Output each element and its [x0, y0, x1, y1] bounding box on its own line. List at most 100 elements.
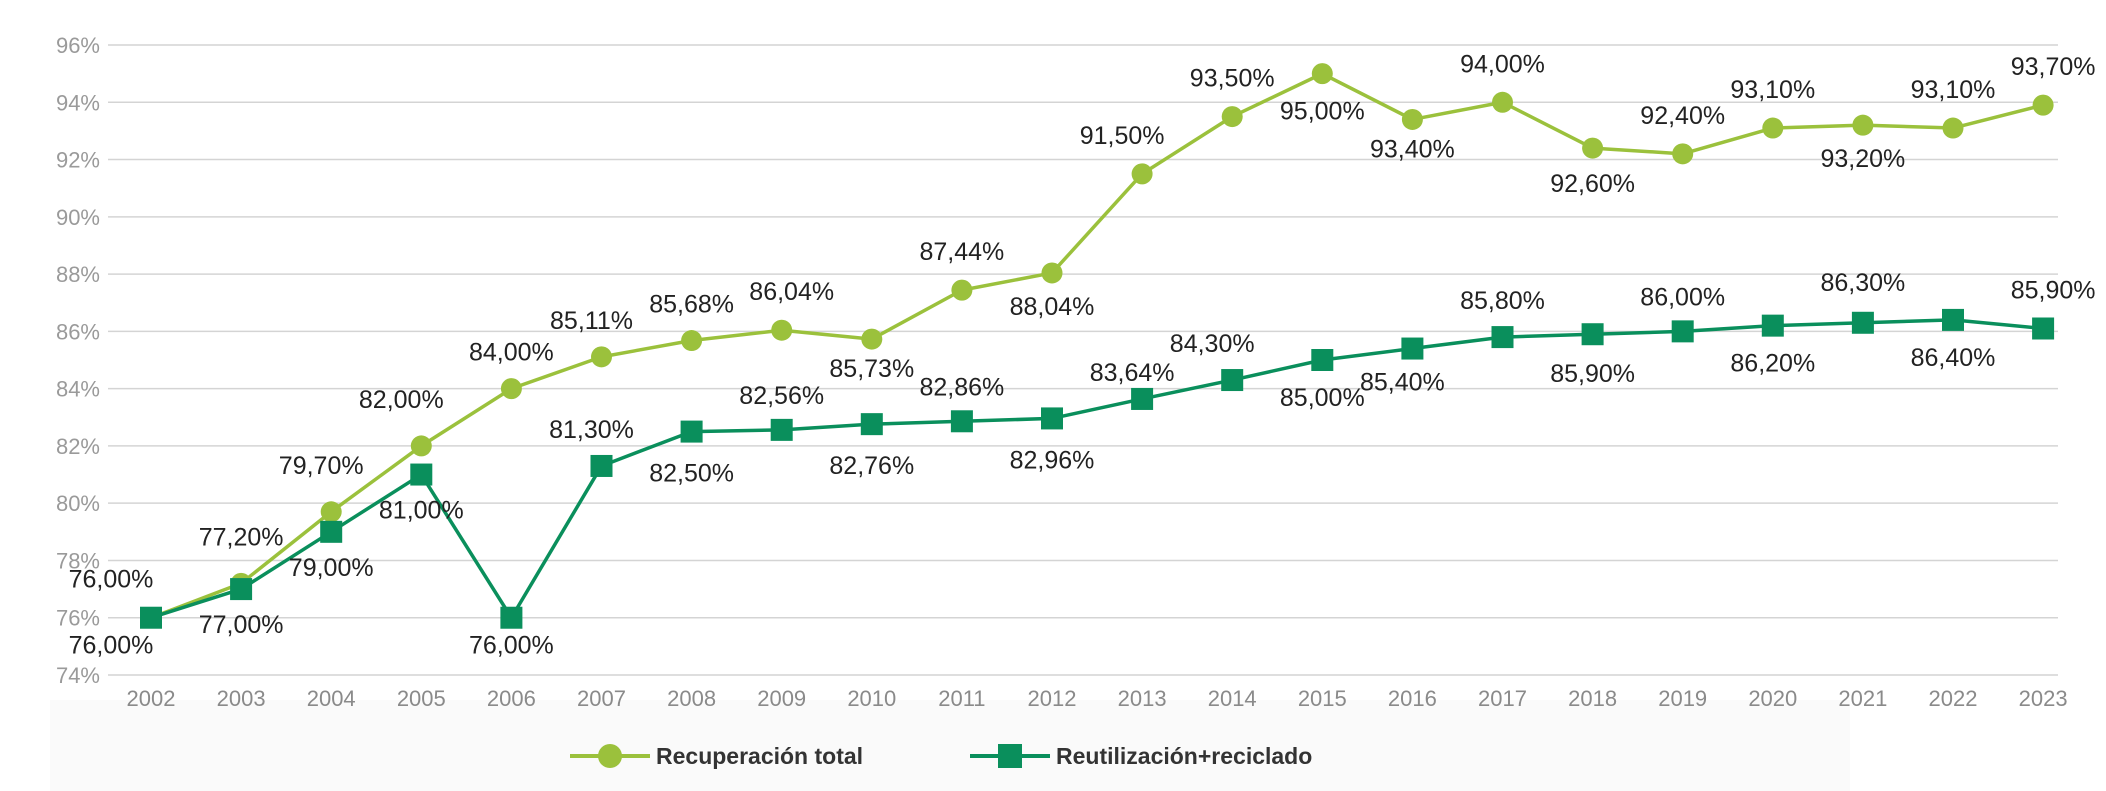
data-point-circle[interactable] [1852, 114, 1874, 136]
data-point-square[interactable] [140, 606, 162, 629]
data-label: 76,00% [69, 566, 154, 594]
data-point-square[interactable] [1851, 311, 1874, 334]
x-tick-label: 2018 [1568, 686, 1617, 711]
x-tick-label: 2010 [847, 686, 896, 711]
x-tick-label: 2008 [667, 686, 716, 711]
data-point-circle[interactable] [1582, 137, 1604, 159]
data-point-square[interactable] [1401, 337, 1424, 360]
data-label: 93,10% [1730, 76, 1815, 104]
data-point-circle[interactable] [771, 319, 793, 341]
data-point-square[interactable] [770, 418, 793, 441]
data-label: 95,00% [1280, 98, 1365, 126]
y-tick-label: 80% [56, 491, 100, 516]
data-point-circle[interactable] [1672, 143, 1694, 165]
data-point-circle[interactable] [591, 346, 612, 368]
x-tick-label: 2011 [938, 686, 985, 711]
data-point-square[interactable] [590, 454, 613, 477]
data-point-square[interactable] [320, 520, 343, 543]
data-label: 86,30% [1821, 269, 1906, 297]
data-label: 85,90% [2011, 277, 2096, 305]
legend: Recuperación total Reutilización+recicla… [0, 738, 2106, 774]
chart-footer-band [50, 700, 1850, 791]
data-label: 85,73% [829, 355, 914, 383]
data-point-circle[interactable] [1942, 117, 1964, 139]
data-point-square[interactable] [410, 463, 433, 486]
data-label: 87,44% [920, 238, 1005, 266]
data-label: 79,70% [279, 452, 364, 480]
data-point-square[interactable] [1581, 323, 1604, 346]
x-tick-label: 2022 [1929, 686, 1978, 711]
x-tick-label: 2014 [1208, 686, 1257, 711]
data-label: 82,50% [649, 460, 734, 488]
data-label: 85,80% [1460, 287, 1545, 315]
data-point-square[interactable] [1131, 387, 1154, 410]
data-point-circle[interactable] [861, 328, 883, 350]
series-line-recuperacion [150, 71, 2044, 620]
data-label: 77,20% [199, 523, 284, 551]
x-tick-label: 2012 [1028, 686, 1077, 711]
x-tick-label: 2006 [487, 686, 536, 711]
x-tick-label: 2002 [127, 686, 176, 711]
data-label: 81,30% [549, 416, 634, 444]
data-label: 92,60% [1550, 170, 1635, 198]
data-point-circle[interactable] [1401, 108, 1423, 130]
data-point-square[interactable] [1942, 308, 1964, 331]
data-point-circle[interactable] [1762, 117, 1784, 139]
data-label: 82,96% [1010, 446, 1095, 474]
data-point-circle[interactable] [2032, 94, 2054, 116]
data-label: 86,04% [749, 278, 834, 306]
data-point-square[interactable] [860, 413, 883, 436]
data-label: 85,00% [1280, 384, 1365, 412]
data-label: 93,20% [1821, 145, 1906, 173]
data-point-circle[interactable] [1311, 63, 1333, 85]
data-point-square[interactable] [1761, 314, 1784, 337]
data-label: 84,30% [1170, 330, 1255, 358]
y-tick-label: 90% [56, 205, 100, 230]
data-label: 82,76% [829, 452, 914, 480]
legend-item-recuperacion[interactable]: Recuperación total [570, 738, 863, 774]
data-point-square[interactable] [500, 606, 523, 629]
data-point-circle[interactable] [1131, 163, 1153, 185]
x-tick-label: 2017 [1478, 686, 1527, 711]
data-label: 92,40% [1640, 102, 1725, 130]
gridlines [108, 44, 2058, 676]
data-point-square[interactable] [1311, 349, 1334, 371]
y-tick-label: 78% [56, 548, 100, 573]
data-label: 86,40% [1911, 344, 1996, 372]
data-point-circle[interactable] [1041, 262, 1063, 284]
data-point-circle[interactable] [320, 501, 342, 523]
data-point-square[interactable] [950, 410, 973, 433]
data-label: 93,50% [1190, 65, 1275, 93]
data-point-circle[interactable] [500, 378, 522, 400]
legend-label-recuperacion: Recuperación total [656, 742, 864, 769]
data-point-square[interactable] [1491, 326, 1514, 349]
data-label: 83,64% [1090, 359, 1175, 387]
data-label: 82,56% [739, 382, 824, 410]
y-tick-label: 76% [56, 606, 100, 631]
data-point-circle[interactable] [1492, 91, 1513, 113]
data-point-square[interactable] [1221, 369, 1244, 392]
data-label: 84,00% [469, 339, 554, 367]
legend-item-reutilizacion[interactable]: Reutilización+reciclado [970, 738, 1312, 774]
data-label: 86,00% [1640, 283, 1725, 311]
data-point-circle[interactable] [951, 279, 973, 301]
y-tick-label: 92% [56, 148, 100, 173]
data-point-circle[interactable] [410, 435, 432, 457]
data-label: 85,40% [1360, 369, 1445, 397]
data-point-square[interactable] [680, 420, 703, 443]
data-label: 91,50% [1080, 122, 1165, 150]
data-point-square[interactable] [1041, 407, 1063, 430]
y-tick-label: 74% [56, 663, 100, 688]
data-label: 93,10% [1911, 76, 1996, 104]
data-point-square[interactable] [2032, 317, 2055, 340]
data-point-square[interactable] [230, 578, 253, 601]
data-point-circle[interactable] [1221, 106, 1243, 128]
data-point-square[interactable] [1671, 320, 1694, 343]
y-tick-label: 96% [56, 33, 100, 58]
x-tick-label: 2021 [1838, 686, 1887, 711]
data-label: 94,00% [1460, 50, 1545, 78]
data-point-circle[interactable] [681, 330, 703, 352]
data-label: 86,20% [1730, 350, 1815, 378]
